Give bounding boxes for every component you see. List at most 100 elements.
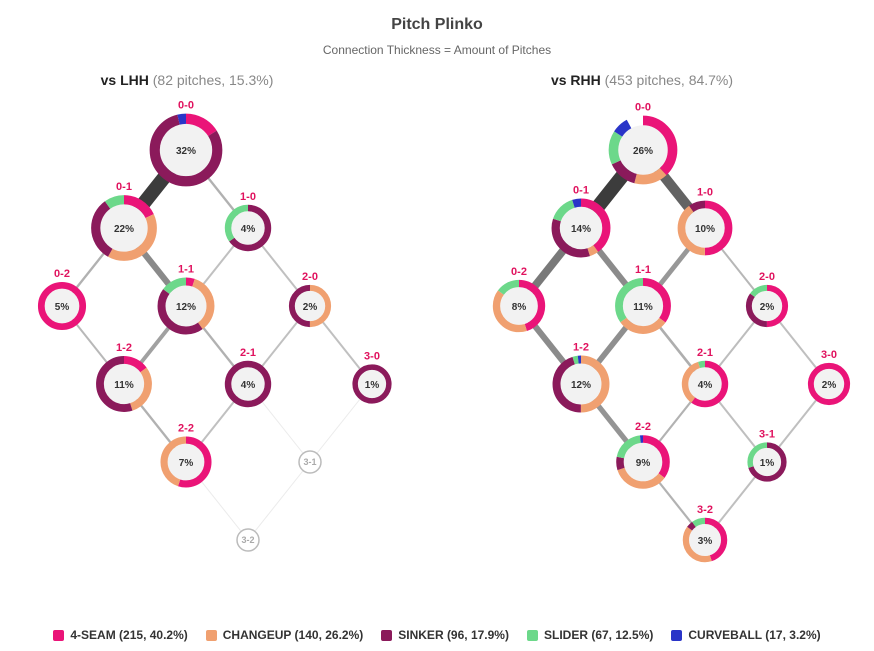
count-node: 3% 3-2 [682,504,728,563]
node-center [813,368,845,400]
pitch-mix-arc [224,204,272,252]
count-node: 5% 0-2 [37,268,87,331]
legend-item: SLIDER (67, 12.5%) [526,628,654,642]
count-node: 1% 3-1 [747,428,787,482]
node-center [165,285,207,327]
count-node: 8% 0-2 [492,266,546,333]
pitch-mix-arc [91,195,157,261]
node-percent-label: 4% [241,224,256,235]
pitch-mix-arc [157,277,215,335]
chart-title: Pitch Plinko [391,16,483,33]
pitch-mix-arc [616,435,670,489]
node-percent-label: 3% [698,536,713,547]
count-node: 7% 2-2 [160,422,212,488]
panel-side-meta: (82 pitches, 15.3%) [152,72,274,88]
pitch-mix-arc [747,442,787,482]
count-node: 12% 1-2 [552,342,610,413]
count-node: 4% 2-1 [224,347,272,408]
count-node: 2% 3-0 [807,349,851,406]
pitch-mix-arc [352,364,392,404]
node-count-label: 1-2 [573,342,589,354]
node-count-label: 0-1 [116,181,132,193]
node-percent-label: 2% [760,302,775,313]
pitch-mix-arc [682,517,728,563]
pitch-mix-arc [677,200,733,256]
pitch-mix-arc [149,113,223,187]
node-count-label: 1-0 [240,191,256,203]
node-count-label: 0-0 [635,102,651,114]
legend-swatch [381,629,393,641]
node-percent-label: 12% [571,380,591,391]
pitch-mix-arc [492,279,546,333]
legend-swatch [526,629,538,641]
connection-line [247,461,311,541]
count-node: 14% 0-1 [551,185,611,258]
pitch-mix-arc [616,435,670,489]
pitch-mix-arc [91,195,157,261]
node-center [231,367,265,401]
pitch-mix-arc [681,360,729,408]
legend-swatch [53,629,65,641]
count-node: 3-2 [236,528,260,552]
plinko-chart: 32% 0-0 22% 0-1 4% 1-0 5% 0-2 12% 1-1 2% 2-0 11% 1-2 4… [37,100,851,563]
node-percent-label: 26% [633,146,653,157]
count-node: 1% 3-0 [352,350,392,404]
node-center [623,442,663,482]
pitch-mix-arc [149,113,223,187]
panel-side-meta: (453 pitches, 84.7%) [604,72,734,88]
panel-title-rhh: vs RHH (453 pitches, 84.7%) [492,72,792,88]
node-count-label: 2-1 [240,347,256,359]
node-percent-label: 12% [176,302,196,313]
pitch-mix-arc [157,277,215,335]
legend-label: 4-SEAM (215, 40.2%) [70,628,188,642]
pitch-mix-arc [552,355,610,413]
node-center [622,285,664,327]
node-center [100,204,148,252]
legend-swatch [205,629,217,641]
pitch-mix-arc [677,200,733,256]
count-node: 2% 2-0 [288,271,332,328]
node-percent-label: 4% [241,380,256,391]
node-center [159,123,213,177]
count-node: 4% 2-1 [681,347,729,408]
panel-title-lhh: vs LHH (82 pitches, 15.3%) [37,72,337,88]
node-percent-label: 11% [114,380,134,391]
node-center [357,369,387,399]
count-node: 22% 0-1 [91,181,157,261]
node-center [560,363,602,405]
count-node: 11% 1-2 [96,342,152,412]
pitch-mix-arc [160,436,212,488]
legend: 4-SEAM (215, 40.2%) CHANGEUP (140, 26.2%)… [0,628,874,642]
node-center [500,287,538,325]
node-count-label: 3-2 [697,504,713,516]
node-center [752,447,782,477]
node-count-label: 2-1 [697,347,713,359]
pitch-mix-arc [551,198,611,258]
count-node: 12% 1-1 [157,264,215,335]
pitch-mix-arc [157,277,215,335]
node-count-label: 1-1 [178,264,194,276]
node-count-label: 3-0 [821,349,837,361]
node-count-label: 0-2 [54,268,70,280]
node-center [103,363,145,405]
node-center [559,206,603,250]
pitch-mix-arc [807,362,851,406]
count-node: 3-1 [298,450,322,474]
legend-swatch [671,629,683,641]
node-count-label: 2-0 [302,271,318,283]
count-node: 10% 1-0 [677,187,733,256]
plinko-panel: 26% 0-0 14% 0-1 10% 1-0 8% 0-2 11% 1-1 2% 2-0 12% 1-2… [492,102,851,563]
legend-label: SLIDER (67, 12.5%) [543,628,654,642]
pitch-mix-arc [96,356,152,412]
node-center [44,288,80,324]
pitch-mix-arc [615,278,671,334]
node-percent-label: 9% [636,458,651,469]
pitch-mix-arc [608,115,678,185]
panel-side-label: vs LHH [100,72,149,88]
node-count-label: 1-2 [116,342,132,354]
node-count-label: 2-2 [178,422,194,434]
legend-item: CHANGEUP (140, 26.2%) [205,628,363,642]
node-count-label: 1-0 [697,187,713,199]
count-node: 4% 1-0 [224,191,272,252]
legend-item: CURVEBALL (17, 3.2%) [671,628,821,642]
